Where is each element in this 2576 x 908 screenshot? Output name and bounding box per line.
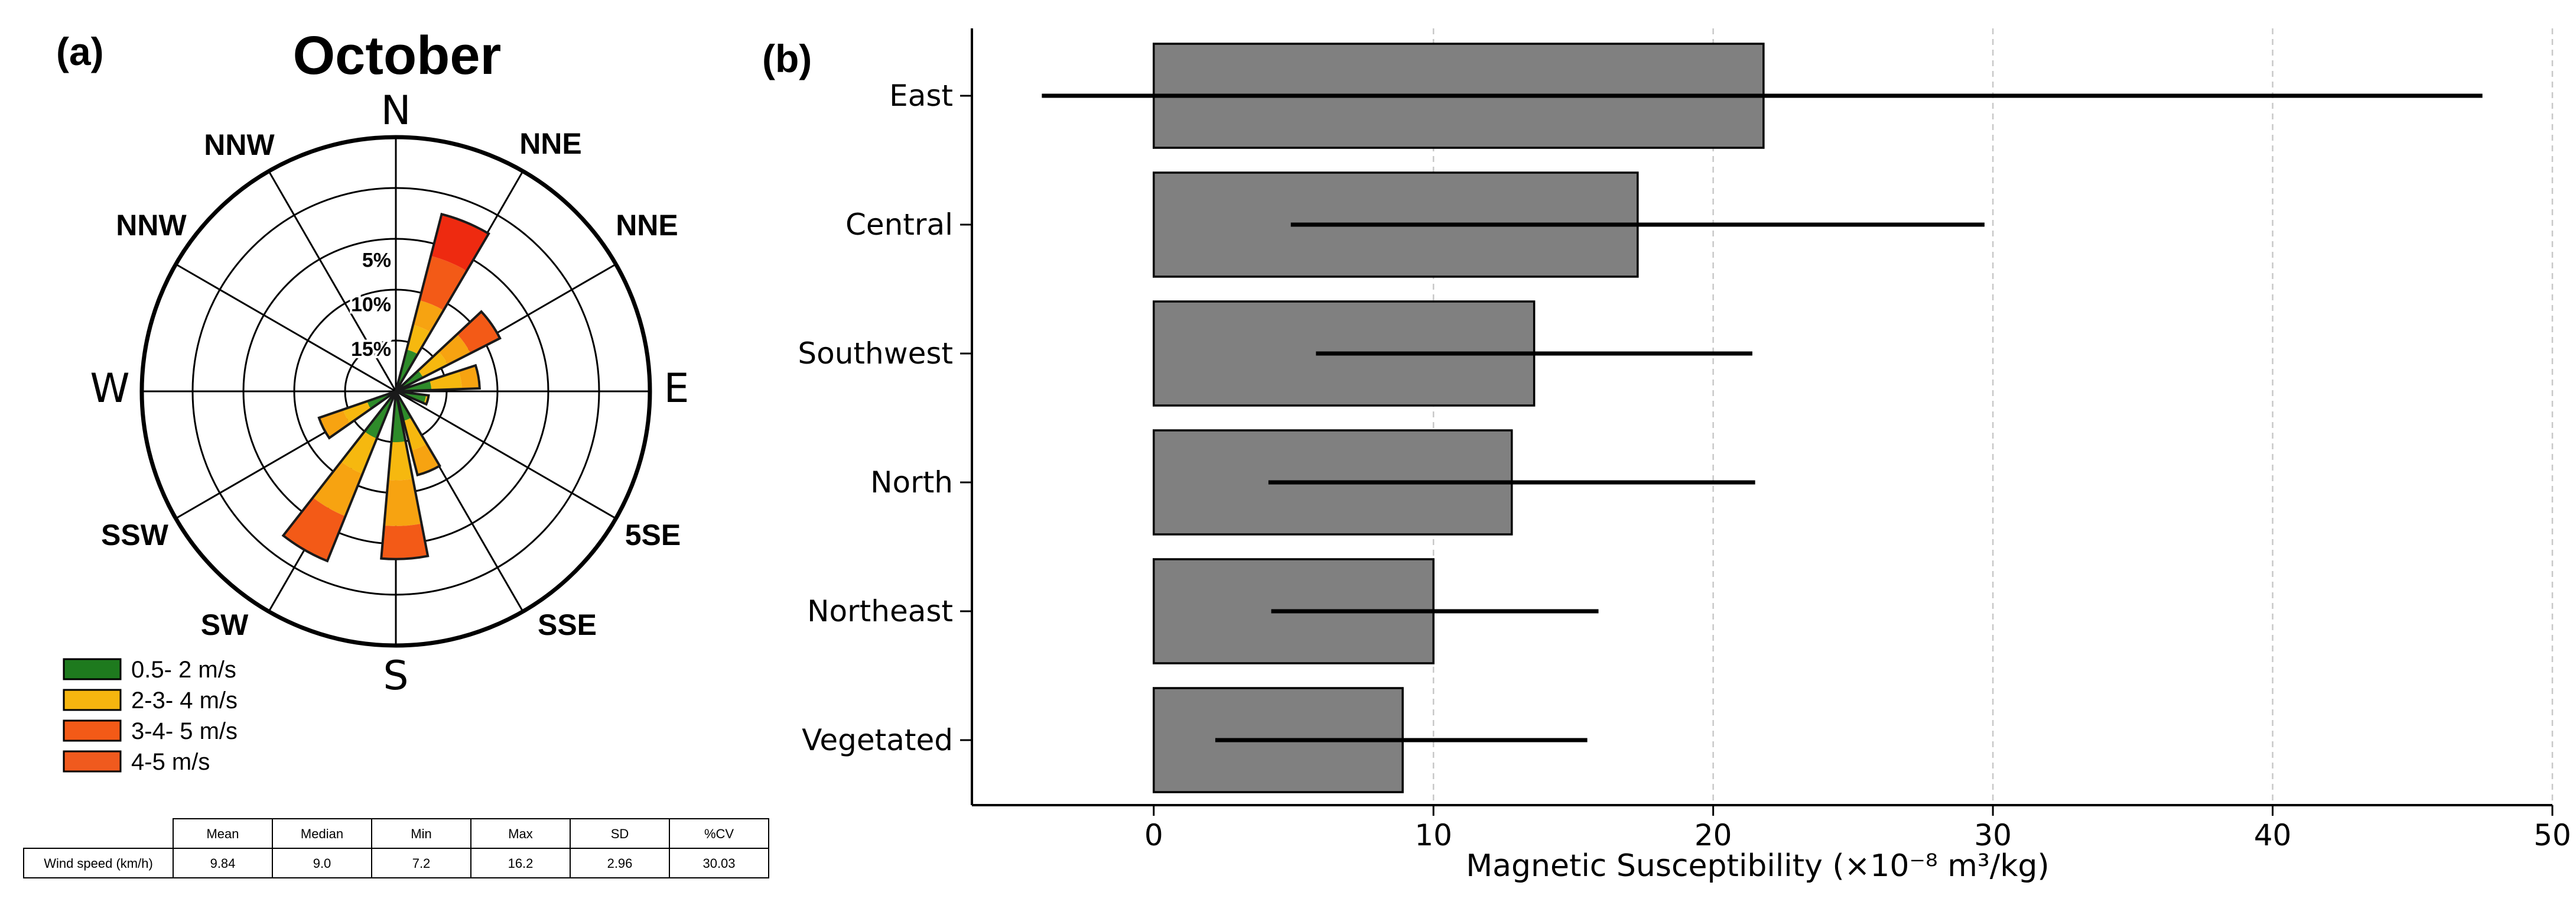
legend-label-1: 2-3- 4 m/s: [131, 688, 238, 714]
x-tick-label-40: 40: [2254, 818, 2292, 852]
petal-0-segment-1: [406, 325, 431, 355]
direction-label-nnw-top: NNW: [204, 128, 275, 161]
table-header-5: SD: [611, 826, 629, 841]
petal-7-outline: [317, 390, 397, 440]
legend-swatch-3: [63, 750, 122, 773]
direction-label-sse-bottom: SSE: [538, 608, 597, 641]
x-tick-label-50: 50: [2533, 818, 2571, 852]
x-tick-label-30: 30: [1974, 818, 2012, 852]
direction-label-e: E: [664, 365, 689, 412]
panel-a-label: (a): [56, 30, 104, 73]
direction-label-sw: SW: [201, 608, 249, 641]
table-cell-0-3: 7.2: [412, 856, 431, 871]
table-header-6: %CV: [704, 826, 734, 841]
table-cell-0-2: 9.0: [313, 856, 331, 871]
category-label-vegetated: Vegetated: [802, 723, 953, 757]
table-cell-0-5: 2.96: [607, 856, 633, 871]
wind-rose-direction-labels: N NNW NNE NNW NNE W E SSW 5SE SW SSE S: [90, 87, 689, 699]
petal-2-segment-2: [458, 365, 480, 390]
bar-chart-category-labels: East Central Southwest North Northeast Vegeta…: [798, 79, 972, 757]
table-cell-0-1: 9.84: [210, 856, 236, 871]
direction-label-ssw: SSW: [101, 518, 169, 552]
petal-4-segment-2: [411, 443, 440, 475]
legend-swatch-2: [63, 719, 122, 742]
ring-label-1: 10%: [351, 294, 391, 316]
petal-2-segment-1: [430, 371, 462, 390]
rose-spoke-300: [175, 263, 396, 393]
wind-stats-table: Mean Median Min Max SD %CV Wind speed (km/h) 9.…: [23, 818, 769, 878]
category-label-central: Central: [845, 207, 953, 242]
wind-rose-legend: 0.5- 2 m/s 2-3- 4 m/s 3-4- 5 m/s 4-5 m/s: [63, 657, 238, 775]
petal-0-segment-2: [413, 300, 444, 332]
petal-3-outline: [395, 390, 430, 406]
wind-rose-panel: (a) October 5% 10% 15% N NNW NNE NNW NNE W…: [23, 25, 769, 878]
rose-spoke-330: [268, 170, 397, 392]
wind-rose-title: October: [293, 25, 502, 86]
direction-label-w: W: [90, 365, 129, 412]
legend-label-3: 4-5 m/s: [131, 749, 210, 775]
x-tick-label-20: 20: [1694, 818, 1732, 852]
petal-0-outline: [395, 212, 490, 393]
category-label-northeast: Northeast: [807, 594, 953, 628]
bar-chart-axes: [971, 28, 2552, 806]
category-label-north: North: [870, 465, 953, 500]
petal-6-outline: [281, 390, 397, 563]
petal-4-outline: [395, 390, 441, 476]
direction-label-nnw-side: NNW: [116, 209, 187, 242]
petal-7-segment-2: [318, 409, 350, 438]
table-header-2: Median: [301, 826, 343, 841]
ring-label-2: 15%: [351, 338, 391, 361]
x-tick-label-0: 0: [1144, 818, 1163, 852]
petal-2-outline: [395, 364, 481, 393]
wind-rose-ring-labels: 5% 10% 15%: [349, 247, 393, 363]
rose-spoke-120: [395, 390, 617, 520]
petal-1-outline: [395, 310, 502, 393]
petal-0-segment-3: [419, 256, 467, 310]
category-label-southwest: Southwest: [798, 336, 953, 371]
direction-label-n: N: [381, 87, 411, 134]
legend-label-0: 0.5- 2 m/s: [131, 657, 236, 683]
table-header-3: Min: [411, 826, 431, 841]
direction-label-nne-side: NNE: [616, 209, 678, 242]
bar-chart-grid: [1432, 28, 2554, 805]
table-cell-0-4: 16.2: [508, 856, 534, 871]
petal-1-segment-1: [418, 351, 448, 378]
x-axis-label: Magnetic Susceptibility (×10⁻⁸ m³/kg): [1466, 848, 2049, 884]
x-tick-label-10: 10: [1414, 818, 1452, 852]
bar-chart-tick-labels: 0 10 20 30 40 50: [1144, 805, 2571, 852]
legend-swatch-1: [63, 689, 122, 711]
legend-label-2: 3-4- 5 m/s: [131, 718, 238, 744]
wind-rose-petals: [281, 212, 502, 563]
petal-5-outline: [380, 391, 430, 560]
ring-label-0: 5%: [362, 249, 391, 271]
panel-b-label: (b): [762, 37, 812, 80]
table-row-border: [23, 848, 769, 878]
petal-5-segment-3: [381, 523, 428, 559]
category-label-east: East: [889, 79, 953, 113]
table-header-4: Max: [508, 826, 533, 841]
table-cell-0-6: 30.03: [702, 856, 735, 871]
direction-label-5se: 5SE: [625, 518, 681, 552]
bar-chart-bars: [1152, 43, 1765, 793]
table-header-1: Mean: [206, 826, 239, 841]
bar-chart-panel: (b) East Central Southwest North Northeast Ve…: [762, 28, 2571, 884]
petal-7-segment-1: [343, 401, 371, 424]
legend-swatch-0: [63, 658, 122, 680]
petal-5-segment-2: [384, 478, 422, 526]
table-cell-0-0: Wind speed (km/h): [44, 856, 153, 871]
direction-label-s: S: [383, 653, 408, 699]
direction-label-nne-top: NNE: [519, 127, 582, 160]
petal-6-segment-1: [341, 431, 377, 474]
bar-chart-error-bars: [1042, 93, 2483, 742]
